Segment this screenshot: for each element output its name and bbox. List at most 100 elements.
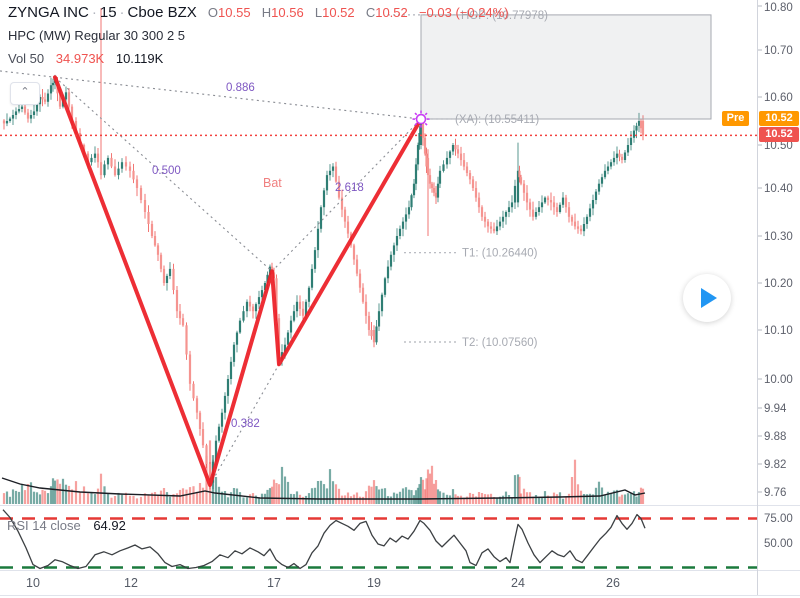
candle-body xyxy=(597,183,601,192)
price-tick-label[interactable]: 10.10 xyxy=(764,325,793,337)
rsi-tick-label[interactable]: 50.00 xyxy=(764,538,793,550)
volume-bar xyxy=(591,494,595,504)
time-tick-label[interactable]: 24 xyxy=(511,576,525,590)
candle-body xyxy=(178,311,182,319)
price-tick-label[interactable]: 10.00 xyxy=(764,374,793,386)
indicator-legend-row[interactable]: HPC (MW) Regular 30 300 2 5 xyxy=(8,28,186,43)
candle-body xyxy=(143,200,147,212)
level-label-HOP: HOP: (10.77978) xyxy=(461,10,548,22)
price-tick-label[interactable]: 9.82 xyxy=(764,459,786,471)
exchange[interactable]: Cboe BZX xyxy=(127,4,197,21)
price-tick-label[interactable]: 10.50 xyxy=(764,140,793,152)
candle-body xyxy=(220,412,224,427)
candle-body xyxy=(340,197,344,210)
volume-bar xyxy=(615,489,619,504)
candle-body xyxy=(245,301,249,312)
volume-bar xyxy=(128,495,132,504)
volume-bar xyxy=(238,492,242,504)
volume-bar xyxy=(483,494,487,504)
candle-body xyxy=(564,197,568,208)
candle-body xyxy=(90,157,93,163)
price-tick-label[interactable]: 10.60 xyxy=(764,92,793,104)
volume-bar xyxy=(251,493,255,504)
candle-body xyxy=(99,162,103,176)
price-tick-label[interactable]: 10.20 xyxy=(764,278,793,290)
symbol-name[interactable]: ZYNGA INC xyxy=(8,4,89,21)
price-tick-label[interactable]: 9.88 xyxy=(764,431,786,443)
price-tick-label[interactable]: 10.30 xyxy=(764,231,793,243)
pre-market-badge: Pre xyxy=(722,111,749,126)
candle-body xyxy=(93,153,97,158)
volume-bar xyxy=(11,489,15,504)
volume-bar xyxy=(459,495,463,504)
volume-bar xyxy=(295,491,299,504)
go-to-realtime-button[interactable] xyxy=(683,274,731,322)
symbol-legend-row[interactable]: ZYNGA INC · 15 · Cboe BZX O10.55 H10.56 L10.… xyxy=(8,4,509,21)
volume-bar xyxy=(361,496,365,504)
candle-body xyxy=(537,207,541,212)
volume-bar xyxy=(117,492,120,504)
time-tick-label[interactable]: 19 xyxy=(367,576,381,590)
candle-body xyxy=(361,287,365,302)
candle-body xyxy=(232,344,236,362)
pane-separator[interactable] xyxy=(0,505,800,506)
candle-body xyxy=(465,166,469,173)
candle-body xyxy=(471,179,475,188)
candle-body xyxy=(501,216,505,222)
price-tick-label[interactable]: 10.80 xyxy=(764,2,793,14)
candle-body xyxy=(135,179,139,188)
time-tick-label[interactable]: 10 xyxy=(26,576,40,590)
rsi-legend-row[interactable]: RSI 14 close 64.92 xyxy=(7,518,126,533)
level-label-T2: T2: (10.07560) xyxy=(462,337,538,349)
volume-bar xyxy=(248,494,252,504)
price-tick-label[interactable]: 9.76 xyxy=(764,487,786,499)
low-value: 10.52 xyxy=(322,5,355,20)
candle-body xyxy=(355,259,359,274)
chevron-up-icon: ⌃ xyxy=(20,86,30,98)
candle-body xyxy=(364,301,368,316)
volume-bar xyxy=(188,487,192,504)
interval[interactable]: 15 xyxy=(99,4,117,21)
candle-body xyxy=(543,197,547,203)
candle-body xyxy=(412,183,416,196)
volume-bar xyxy=(618,496,621,504)
volume-bar xyxy=(185,489,188,504)
volume-bar xyxy=(168,496,172,504)
volume-bar xyxy=(41,489,44,504)
time-tick-label[interactable]: 26 xyxy=(606,576,620,590)
candle-body xyxy=(606,166,610,171)
time-tick-label[interactable]: 12 xyxy=(124,576,138,590)
candle-body xyxy=(266,274,269,283)
volume-bar xyxy=(546,495,550,504)
candle-body xyxy=(316,228,320,251)
volume-bar xyxy=(143,493,147,504)
rsi-pane-separator[interactable] xyxy=(0,570,800,571)
d-point-marker-icon[interactable] xyxy=(412,110,430,128)
volume-legend-row[interactable]: Vol 50 34.973K 10.119K xyxy=(8,51,509,66)
time-tick-label[interactable]: 17 xyxy=(267,576,281,590)
volume-bar xyxy=(99,473,103,504)
open-value: 10.55 xyxy=(218,5,251,20)
volume-bar xyxy=(389,496,393,504)
price-tick-label[interactable]: 10.40 xyxy=(764,183,793,195)
candle-body xyxy=(110,157,113,167)
candle-body xyxy=(106,157,110,165)
rsi-tick-label[interactable]: 75.00 xyxy=(764,513,793,525)
volume-bar xyxy=(419,477,423,504)
volume-bar xyxy=(489,493,493,504)
legend-collapse-button[interactable]: ⌃ xyxy=(10,82,40,105)
volume-bar xyxy=(603,494,607,504)
close-value: 10.52 xyxy=(375,5,408,20)
ratio-label: 0.886 xyxy=(226,82,255,94)
volume-bar xyxy=(257,497,261,504)
volume-bar xyxy=(319,480,323,504)
candle-body xyxy=(414,164,418,184)
price-tick-label[interactable]: 10.70 xyxy=(764,45,793,57)
bat-pattern-zigzag[interactable] xyxy=(53,75,423,487)
prz-zone-box[interactable] xyxy=(420,14,712,120)
volume-bar xyxy=(268,488,272,504)
candle-body xyxy=(510,202,514,208)
price-tick-label[interactable]: 9.94 xyxy=(764,403,787,415)
candle-body xyxy=(561,197,565,205)
